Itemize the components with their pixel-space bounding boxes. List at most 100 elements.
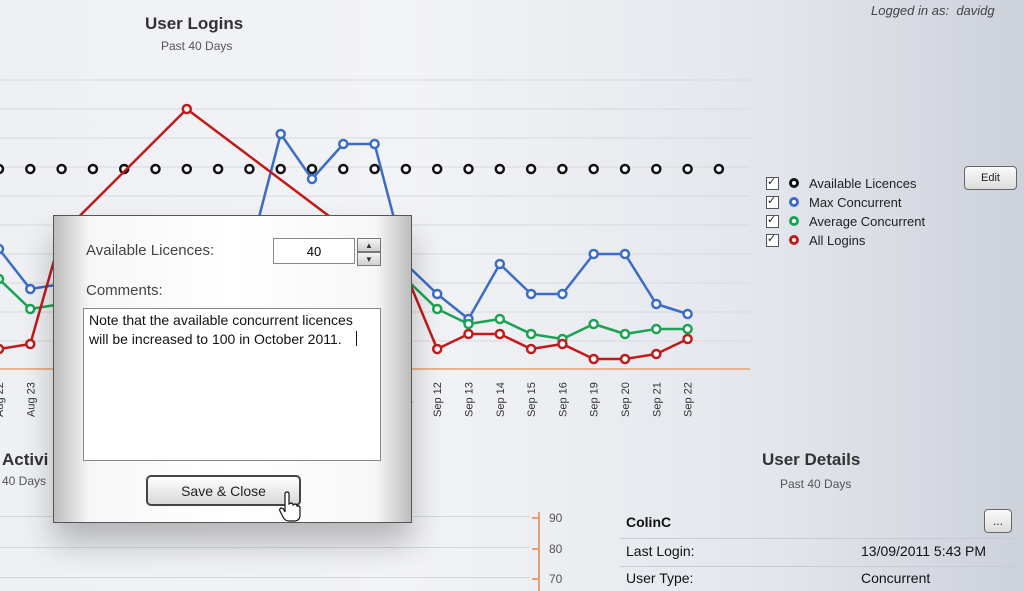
- chart-title: User Logins: [145, 14, 244, 33]
- data-point: [588, 163, 599, 175]
- data-point: [588, 353, 599, 365]
- data-point: [56, 163, 67, 175]
- legend-item-available-licences[interactable]: Available Licences: [766, 174, 916, 192]
- user-details-subtitle: Past 40 Days: [780, 477, 852, 491]
- series-marker-icon: [789, 178, 799, 188]
- data-point: [682, 323, 693, 335]
- data-point: [619, 353, 631, 365]
- x-tick-label: Sep 12: [432, 382, 444, 417]
- x-tick-label: Sep 21: [651, 382, 663, 417]
- x-tick-label: Sep 22: [683, 382, 695, 417]
- comments-text: Note that the available concurrent licen…: [89, 312, 357, 347]
- data-point: [400, 163, 412, 175]
- x-tick-label: Aug 23: [25, 382, 37, 417]
- legend-checkbox[interactable]: [766, 213, 779, 228]
- detail-value: Concurrent: [861, 570, 931, 586]
- x-tick-label: Aug 22: [0, 382, 6, 417]
- data-point: [0, 273, 5, 285]
- comments-textarea[interactable]: Note that the available concurrent licen…: [83, 308, 381, 461]
- data-point: [588, 248, 599, 260]
- detail-value: 13/09/2011 5:43 PM: [861, 543, 987, 559]
- data-point: [557, 338, 568, 350]
- series-marker-icon: [789, 235, 799, 245]
- gridline: [0, 577, 530, 578]
- legend-checkbox[interactable]: [766, 232, 779, 247]
- data-point: [525, 163, 537, 175]
- axis-tick-label: 90: [549, 511, 563, 525]
- data-point: [431, 303, 443, 315]
- data-point: [494, 328, 506, 340]
- spin-down-icon[interactable]: ▼: [357, 252, 381, 266]
- gridline: [0, 547, 530, 548]
- data-point: [431, 343, 443, 355]
- data-point: [651, 348, 662, 360]
- data-point: [619, 248, 631, 260]
- axis-tick: [532, 578, 540, 580]
- data-point: [494, 258, 506, 270]
- data-point: [244, 163, 255, 175]
- data-point: [557, 288, 568, 300]
- data-point: [181, 103, 193, 115]
- data-point: [25, 283, 36, 295]
- data-point: [275, 128, 286, 140]
- data-point: [338, 163, 349, 175]
- divider: [620, 566, 1015, 567]
- data-point: [651, 323, 662, 335]
- text-cursor: [355, 331, 357, 346]
- spin-up-icon[interactable]: ▲: [357, 238, 381, 252]
- activity-y-axis: [538, 512, 540, 591]
- data-point: [25, 338, 36, 350]
- axis-tick: [532, 517, 540, 519]
- data-point: [525, 343, 537, 355]
- legend-item-max-concurrent[interactable]: Max Concurrent: [766, 193, 901, 211]
- data-point: [338, 138, 349, 150]
- hand-cursor-icon: [279, 491, 301, 522]
- licences-input[interactable]: 40: [273, 238, 355, 264]
- x-tick-label: Sep 19: [589, 382, 601, 417]
- data-point: [0, 163, 5, 175]
- detail-label: Last Login:: [626, 543, 695, 559]
- save-close-button[interactable]: Save & Close: [146, 475, 301, 506]
- data-point: [431, 288, 443, 300]
- data-point: [494, 313, 506, 325]
- x-tick-label: Sep 14: [495, 382, 507, 417]
- comments-label: Comments:: [86, 282, 163, 299]
- data-point: [275, 163, 286, 175]
- axis-tick-label: 80: [549, 542, 563, 556]
- data-point: [0, 343, 5, 355]
- data-point: [619, 163, 631, 175]
- user-details-title: User Details: [762, 450, 861, 469]
- data-point: [369, 163, 380, 175]
- legend-item-average-concurrent[interactable]: Average Concurrent: [766, 212, 925, 230]
- user-details-more-button[interactable]: ...: [984, 509, 1012, 533]
- data-point: [463, 328, 474, 340]
- data-point: [494, 163, 506, 175]
- data-point: [369, 138, 380, 150]
- data-point: [682, 308, 693, 320]
- data-point: [525, 328, 537, 340]
- divider: [620, 538, 1015, 539]
- data-point: [463, 318, 474, 330]
- data-point: [682, 333, 693, 345]
- activity-subtitle: 40 Days: [2, 474, 47, 488]
- data-point: [306, 163, 318, 175]
- data-point: [306, 173, 318, 185]
- x-tick-label: Sep 20: [620, 382, 632, 417]
- legend-checkbox[interactable]: [766, 175, 779, 190]
- x-tick-label: Sep 15: [526, 382, 538, 417]
- data-point: [87, 163, 99, 175]
- logged-in-status: Logged in as: davidg: [871, 3, 995, 18]
- data-point: [463, 163, 474, 175]
- legend-item-all-logins[interactable]: All Logins: [766, 231, 865, 249]
- legend-label: Average Concurrent: [809, 213, 926, 229]
- series-marker-icon: [789, 197, 799, 207]
- data-point: [588, 318, 599, 330]
- legend-checkbox[interactable]: [766, 194, 779, 209]
- data-point: [25, 163, 36, 175]
- edit-button[interactable]: Edit: [964, 166, 1017, 190]
- licences-label: Available Licences:: [86, 242, 215, 259]
- data-point: [0, 243, 5, 255]
- data-point: [651, 298, 662, 310]
- detail-label: User Type:: [626, 570, 694, 586]
- data-point: [212, 163, 224, 175]
